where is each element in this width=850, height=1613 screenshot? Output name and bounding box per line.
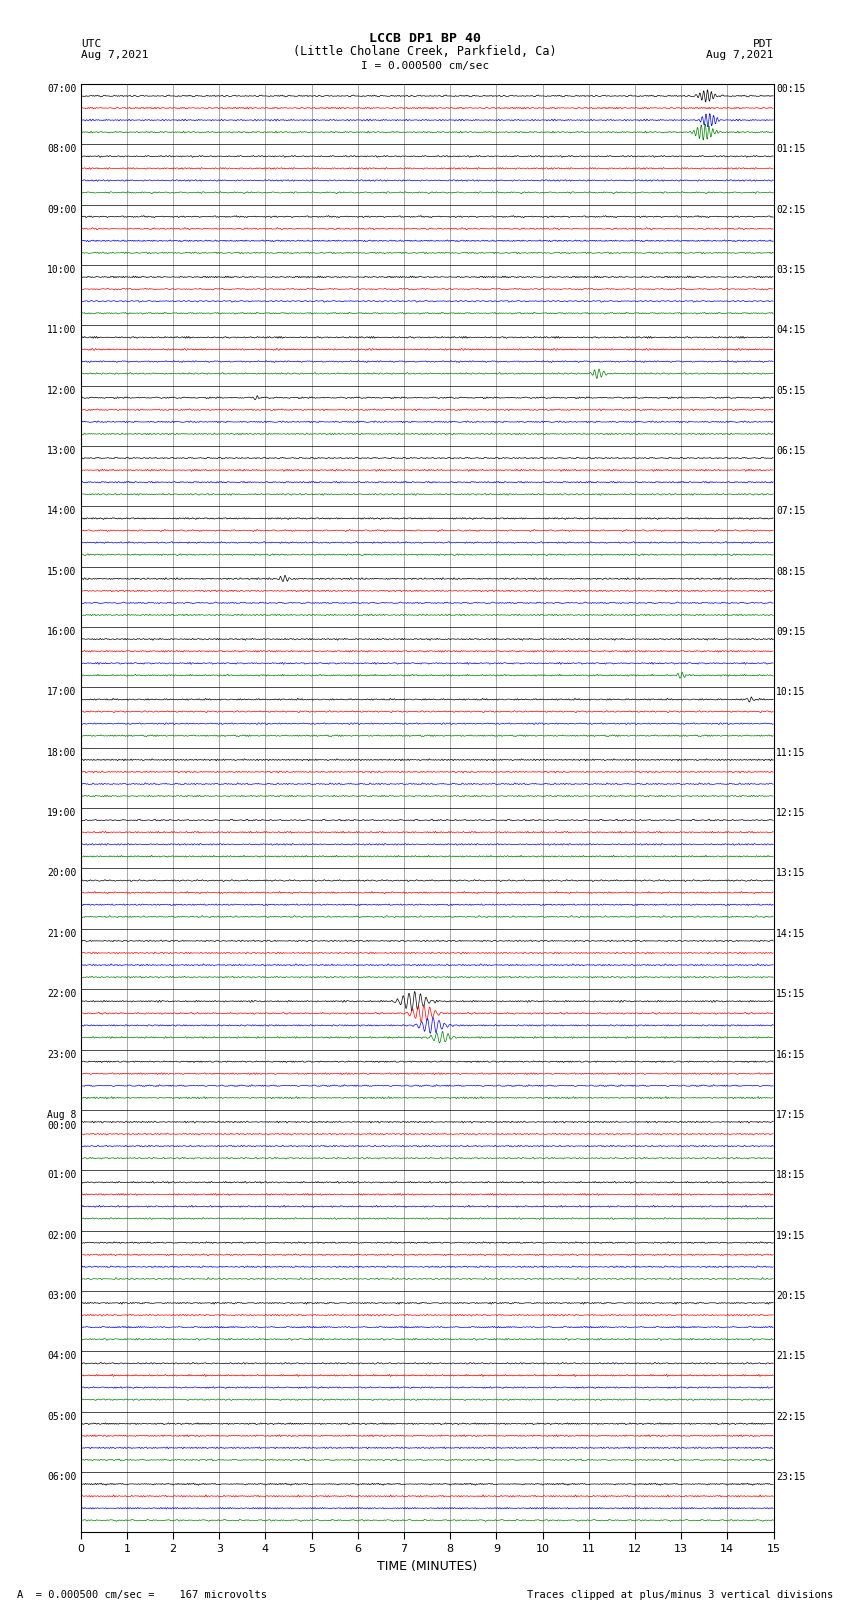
Text: 18:15: 18:15 [776,1171,806,1181]
Text: A  = 0.000500 cm/sec =    167 microvolts: A = 0.000500 cm/sec = 167 microvolts [17,1590,267,1600]
Text: 08:15: 08:15 [776,566,806,577]
Text: 11:00: 11:00 [48,326,76,336]
Text: I = 0.000500 cm/sec: I = 0.000500 cm/sec [361,61,489,71]
Text: 04:15: 04:15 [776,326,806,336]
Text: 18:00: 18:00 [48,748,76,758]
Text: 12:15: 12:15 [776,808,806,818]
Text: 16:00: 16:00 [48,627,76,637]
Text: 10:00: 10:00 [48,265,76,274]
Text: 19:15: 19:15 [776,1231,806,1240]
Text: 23:00: 23:00 [48,1050,76,1060]
Text: 09:15: 09:15 [776,627,806,637]
Text: 02:15: 02:15 [776,205,806,215]
Text: 08:00: 08:00 [48,144,76,155]
Text: 02:00: 02:00 [48,1231,76,1240]
Text: UTC: UTC [81,39,101,48]
Text: 15:00: 15:00 [48,566,76,577]
Text: 20:15: 20:15 [776,1290,806,1302]
Text: 19:00: 19:00 [48,808,76,818]
Text: Traces clipped at plus/minus 3 vertical divisions: Traces clipped at plus/minus 3 vertical … [527,1590,833,1600]
Text: 05:15: 05:15 [776,386,806,395]
Text: 00:15: 00:15 [776,84,806,94]
Text: Aug 7,2021: Aug 7,2021 [81,50,148,60]
Text: Aug 8
00:00: Aug 8 00:00 [48,1110,76,1131]
Text: 13:00: 13:00 [48,447,76,456]
Text: 06:15: 06:15 [776,447,806,456]
Text: 23:15: 23:15 [776,1473,806,1482]
Text: 13:15: 13:15 [776,868,806,879]
Text: 01:15: 01:15 [776,144,806,155]
Text: 17:15: 17:15 [776,1110,806,1119]
Text: 07:00: 07:00 [48,84,76,94]
Text: 14:00: 14:00 [48,506,76,516]
Text: 03:00: 03:00 [48,1290,76,1302]
Text: 11:15: 11:15 [776,748,806,758]
Text: 21:15: 21:15 [776,1352,806,1361]
Text: (Little Cholane Creek, Parkfield, Ca): (Little Cholane Creek, Parkfield, Ca) [293,45,557,58]
Text: 16:15: 16:15 [776,1050,806,1060]
Text: 12:00: 12:00 [48,386,76,395]
Text: 21:00: 21:00 [48,929,76,939]
Text: 17:00: 17:00 [48,687,76,697]
Text: 20:00: 20:00 [48,868,76,879]
Text: 22:15: 22:15 [776,1411,806,1421]
Text: 06:00: 06:00 [48,1473,76,1482]
Text: 03:15: 03:15 [776,265,806,274]
Text: 04:00: 04:00 [48,1352,76,1361]
Text: 10:15: 10:15 [776,687,806,697]
Text: 01:00: 01:00 [48,1171,76,1181]
Text: PDT: PDT [753,39,774,48]
Text: 14:15: 14:15 [776,929,806,939]
Text: 09:00: 09:00 [48,205,76,215]
Text: Aug 7,2021: Aug 7,2021 [706,50,774,60]
X-axis label: TIME (MINUTES): TIME (MINUTES) [377,1560,477,1573]
Text: 05:00: 05:00 [48,1411,76,1421]
Text: 15:15: 15:15 [776,989,806,998]
Text: 22:00: 22:00 [48,989,76,998]
Text: 07:15: 07:15 [776,506,806,516]
Text: LCCB DP1 BP 40: LCCB DP1 BP 40 [369,32,481,45]
